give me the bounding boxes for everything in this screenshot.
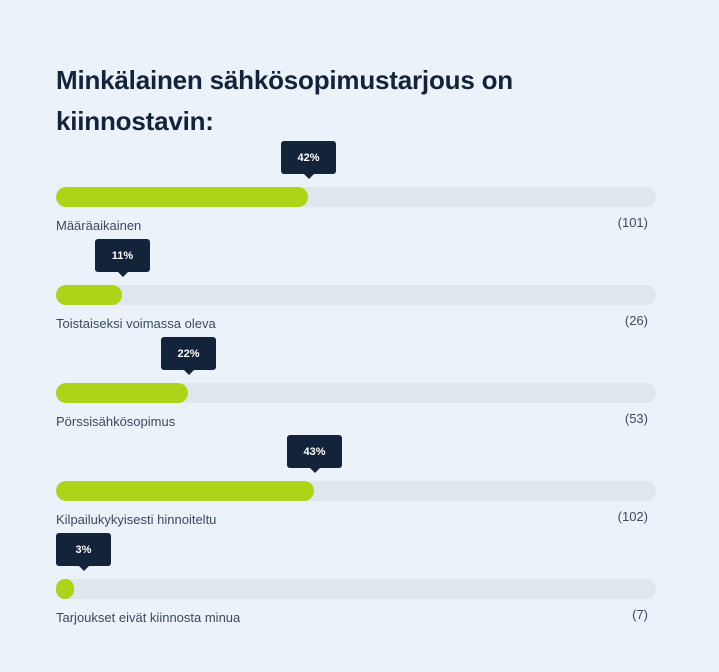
progress-fill [56, 579, 74, 599]
progress-fill [56, 481, 314, 501]
percent-tooltip: 3% [56, 533, 111, 571]
vote-count: (7) [632, 607, 648, 622]
progress-fill [56, 285, 122, 305]
percent-tooltip: 42% [281, 141, 336, 179]
option-label: Tarjoukset eivät kiinnosta minua [56, 610, 241, 625]
option-label: Toistaiseksi voimassa oleva [56, 316, 216, 331]
vote-count: (101) [617, 215, 648, 230]
option-label: Pörssisähkösopimus [56, 414, 176, 429]
poll-option: 22% Pörssisähkösopimus (53) [56, 337, 656, 443]
poll-option: 42% Määräaikainen (101) [56, 141, 656, 247]
option-label: Kilpailukykyisesti hinnoiteltu [56, 512, 217, 527]
percent-tooltip: 22% [161, 337, 216, 375]
progress-fill [56, 383, 188, 403]
poll-option: 11% Toistaiseksi voimassa oleva (26) [56, 239, 656, 345]
progress-fill [56, 187, 308, 207]
percent-tooltip: 43% [287, 435, 342, 473]
progress-track [56, 481, 656, 501]
vote-count: (26) [624, 313, 648, 328]
poll-title: Minkälainen sähkösopimustarjous on kiinn… [56, 65, 513, 136]
vote-count: (53) [624, 411, 648, 426]
option-label: Määräaikainen [56, 218, 142, 233]
percent-tooltip: 11% [95, 239, 150, 277]
poll-option: 3% Tarjoukset eivät kiinnosta minua (7) [56, 533, 656, 639]
progress-track [56, 187, 656, 207]
progress-track [56, 579, 656, 599]
progress-track [56, 383, 656, 403]
progress-track [56, 285, 656, 305]
vote-count: (102) [617, 509, 648, 524]
poll-option: 43% Kilpailukykyisesti hinnoiteltu (102) [56, 435, 656, 541]
